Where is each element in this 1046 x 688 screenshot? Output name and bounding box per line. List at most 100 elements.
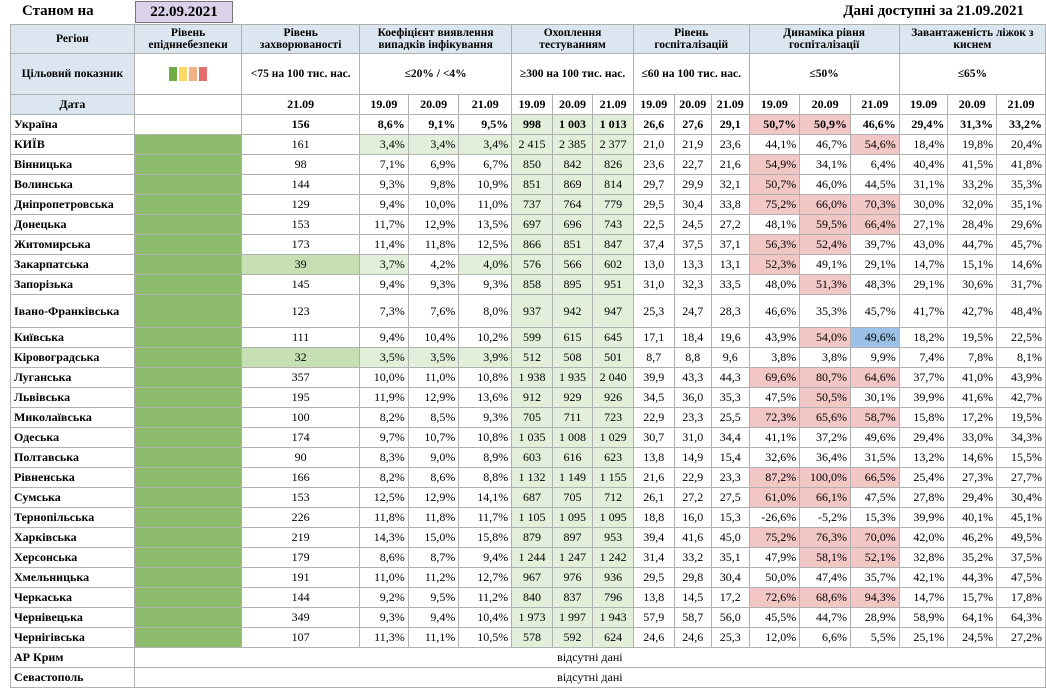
table-row: Закарпатська 39 3,7% 4,2% 4,0% 576 566 602 13,0 1… bbox=[10, 254, 1046, 275]
region-name: Івано-Франківська bbox=[10, 294, 135, 328]
region-name: Полтавська bbox=[10, 447, 135, 468]
testing-value: 599 bbox=[511, 327, 553, 348]
oxygen-value: 41,6% bbox=[947, 387, 998, 408]
hospitalization-value: 31,4 bbox=[632, 547, 675, 568]
hosp-dynamics-value: 72,3% bbox=[748, 407, 801, 428]
hosp-dynamics-value: 56,3% bbox=[748, 234, 801, 255]
incidence-value: 32 bbox=[241, 347, 361, 368]
hosp-dynamics-value: 50,7% bbox=[748, 174, 801, 195]
epi-swatches bbox=[133, 53, 243, 95]
testing-value: 998 bbox=[511, 114, 553, 135]
epi-level-cell bbox=[133, 547, 243, 568]
testing-value: 895 bbox=[551, 274, 594, 295]
hosp-dynamics-value: 41,1% bbox=[748, 427, 801, 448]
hospitalization-value: 29,1 bbox=[711, 114, 750, 135]
oxygen-value: 25,4% bbox=[898, 467, 949, 488]
region-name: Херсонська bbox=[10, 547, 135, 568]
target-testing: ≥300 на 100 тис. нас. bbox=[511, 53, 634, 95]
region-name: Київська bbox=[10, 327, 135, 348]
hosp-dynamics-value: 76,3% bbox=[799, 527, 851, 548]
incidence-value: 349 bbox=[241, 607, 361, 628]
detection-value: 11,1% bbox=[407, 627, 460, 648]
hosp-dynamics-value: 61,0% bbox=[748, 487, 801, 508]
hosp-dynamics-value: 28,9% bbox=[850, 607, 900, 628]
oxygen-value: 22,5% bbox=[996, 327, 1046, 348]
detection-value: 11,0% bbox=[407, 367, 460, 388]
incidence-value: 179 bbox=[241, 547, 361, 568]
detection-value: 7,6% bbox=[407, 294, 460, 328]
incidence-value: 129 bbox=[241, 194, 361, 215]
hospitalization-value: 34,4 bbox=[711, 427, 750, 448]
hosp-dynamics-value: 31,5% bbox=[850, 447, 900, 468]
hosp-dynamics-value: 72,6% bbox=[748, 587, 801, 608]
incidence-value: 153 bbox=[241, 487, 361, 508]
detection-value: 3,5% bbox=[359, 347, 409, 368]
testing-value: 779 bbox=[592, 194, 634, 215]
detection-value: 9,4% bbox=[407, 607, 460, 628]
hosp-dynamics-value: 50,7% bbox=[748, 114, 801, 135]
epi-level-swatch bbox=[169, 67, 178, 81]
testing-value: 851 bbox=[551, 234, 594, 255]
target-hospitalization: ≤60 на 100 тис. нас. bbox=[632, 53, 750, 95]
table-row: Вінницька 98 7,1% 6,9% 6,7% 850 842 826 23,6 22,7… bbox=[10, 154, 1046, 175]
detection-value: 11,7% bbox=[359, 214, 409, 235]
hospitalization-value: 32,3 bbox=[673, 274, 713, 295]
hospitalization-value: 29,9 bbox=[673, 174, 713, 195]
testing-value: 711 bbox=[551, 407, 594, 428]
region-name: АР Крим bbox=[10, 647, 135, 668]
testing-value: 1 247 bbox=[551, 547, 594, 568]
hospitalization-value: 29,5 bbox=[632, 567, 675, 588]
oxygen-value: 31,3% bbox=[947, 114, 998, 135]
testing-value: 1 105 bbox=[511, 507, 553, 528]
epi-level-cell bbox=[133, 214, 243, 235]
detection-value: 11,8% bbox=[359, 507, 409, 528]
table-row: Запорізька 145 9,4% 9,3% 9,3% 858 895 951 31,0 32… bbox=[10, 274, 1046, 295]
detection-value: 11,9% bbox=[359, 387, 409, 408]
oxygen-value: 43,0% bbox=[898, 234, 949, 255]
date-cell: 19.09 bbox=[748, 94, 801, 115]
incidence-value: 357 bbox=[241, 367, 361, 388]
epi-level-cell bbox=[133, 467, 243, 488]
oxygen-value: 45,1% bbox=[996, 507, 1046, 528]
detection-value: 14,1% bbox=[458, 487, 513, 508]
hospitalization-value: 14,9 bbox=[673, 447, 713, 468]
detection-value: 8,6% bbox=[359, 114, 409, 135]
hosp-dynamics-value: 47,4% bbox=[799, 567, 851, 588]
hospitalization-value: 30,7 bbox=[632, 427, 675, 448]
testing-value: 976 bbox=[551, 567, 594, 588]
hospitalization-value: 27,6 bbox=[673, 114, 713, 135]
oxygen-value: 37,7% bbox=[898, 367, 949, 388]
column-header-row: Регіон Рівень епідннебезпеки Рівень захв… bbox=[10, 24, 1046, 54]
testing-value: 858 bbox=[511, 274, 553, 295]
detection-value: 8,8% bbox=[458, 467, 513, 488]
oxygen-value: 29,1% bbox=[898, 274, 949, 295]
region-name: Запорізька bbox=[10, 274, 135, 295]
epi-level-cell bbox=[133, 567, 243, 588]
hospitalization-value: 58,7 bbox=[673, 607, 713, 628]
testing-value: 1 095 bbox=[592, 507, 634, 528]
testing-value: 842 bbox=[551, 154, 594, 175]
date-cell: 20.09 bbox=[799, 94, 851, 115]
detection-value: 10,2% bbox=[458, 327, 513, 348]
table-row: Хмельницька 191 11,0% 11,2% 12,7% 967 976 936 29… bbox=[10, 567, 1046, 588]
epi-level-cell bbox=[133, 507, 243, 528]
epi-level-swatch bbox=[179, 67, 188, 81]
testing-value: 947 bbox=[592, 294, 634, 328]
testing-value: 696 bbox=[551, 214, 594, 235]
oxygen-value: 42,0% bbox=[898, 527, 949, 548]
oxygen-value: 7,4% bbox=[898, 347, 949, 368]
detection-value: 12,5% bbox=[458, 234, 513, 255]
hospitalization-value: 39,4 bbox=[632, 527, 675, 548]
oxygen-value: 15,5% bbox=[996, 447, 1046, 468]
oxygen-value: 27,7% bbox=[996, 467, 1046, 488]
epi-level-cell bbox=[133, 274, 243, 295]
detection-value: 9,4% bbox=[458, 547, 513, 568]
incidence-value: 100 bbox=[241, 407, 361, 428]
table-row: Дніпропетровська 129 9,4% 10,0% 11,0% 737 764 7… bbox=[10, 194, 1046, 215]
hospitalization-value: 9,6 bbox=[711, 347, 750, 368]
hosp-dynamics-value: -5,2% bbox=[799, 507, 851, 528]
detection-value: 9,5% bbox=[458, 114, 513, 135]
region-name: Вінницька bbox=[10, 154, 135, 175]
region-name: Рівненська bbox=[10, 467, 135, 488]
table-row: Херсонська 179 8,6% 8,7% 9,4% 1 244 1 247 1 242… bbox=[10, 547, 1046, 568]
